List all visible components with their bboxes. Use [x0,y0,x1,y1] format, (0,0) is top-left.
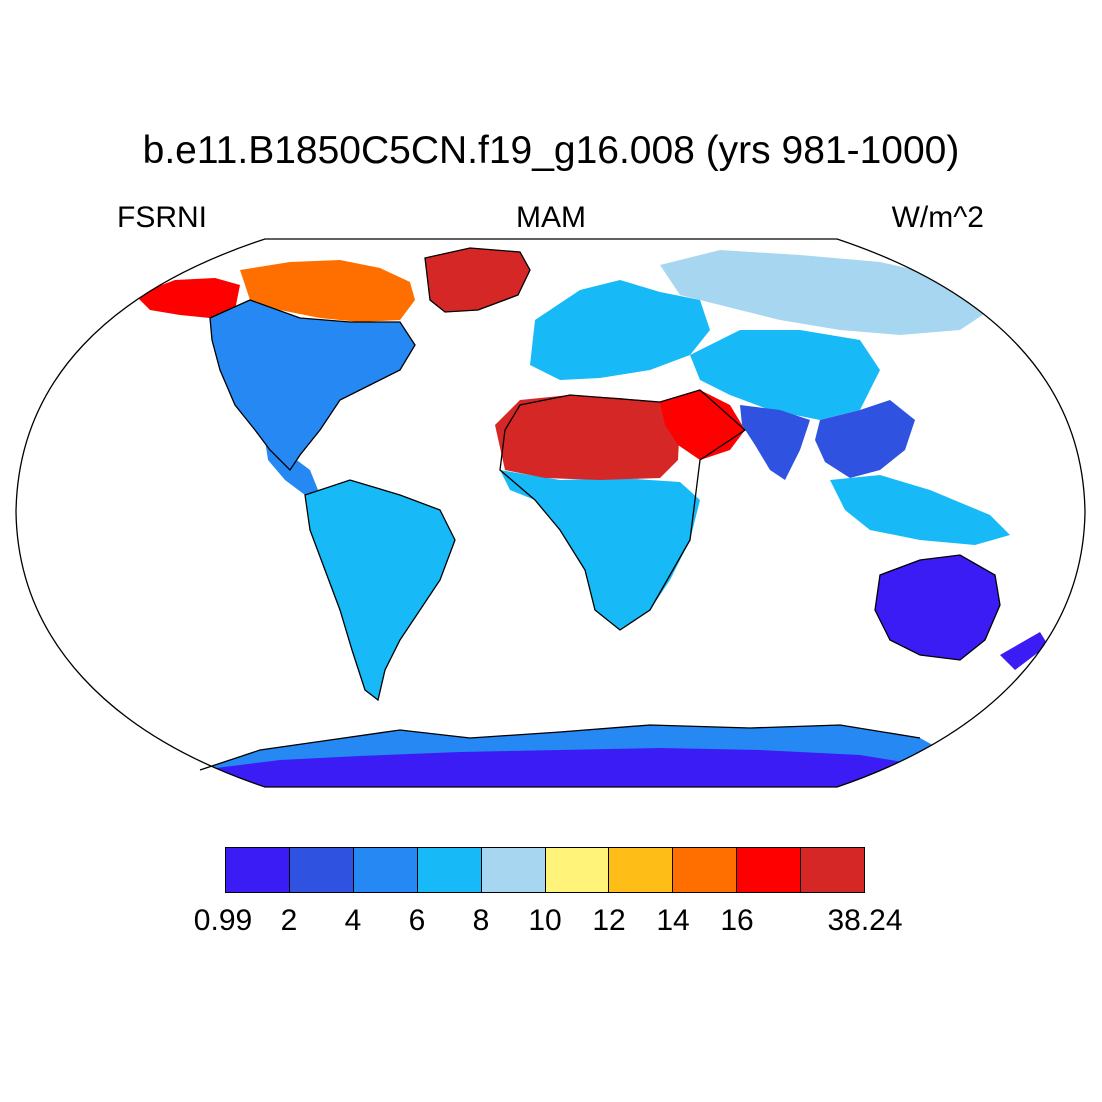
region-australia [875,555,1000,660]
region-siberia [660,250,990,335]
variable-label: FSRNI [117,201,207,234]
region-sahara [495,395,680,480]
map-field [135,248,1048,787]
colorbar-box [737,848,802,892]
region-central-africa [500,470,700,630]
colorbar-tick-label: 0.99 [193,904,253,937]
region-new-zealand [1000,632,1048,670]
region-europe [530,280,710,380]
region-china [815,400,915,478]
colorbar [225,847,865,893]
colorbar-box [545,848,610,892]
region-arabian-peninsula [660,390,745,460]
colorbar-box [481,848,546,892]
colorbar-box [673,848,738,892]
plot-title: b.e11.B1850C5CN.f19_g16.008 (yrs 981-100… [142,129,960,172]
colorbar-box [801,848,865,892]
colorbar-tick-label: 38.24 [827,904,903,937]
region-antarctica [180,748,960,787]
region-alaska [135,278,240,318]
region-central-asia [690,330,880,420]
region-north-america [210,300,415,470]
colorbar-box [289,848,354,892]
globe-outline [15,238,1086,788]
units-label: W/m^2 [891,201,984,234]
colorbar-box [417,848,482,892]
colorbar-tick-label: 14 [656,904,690,937]
region-india [740,405,810,480]
colorbar-tick-label: 10 [528,904,562,937]
colorbar-tick-label: 12 [592,904,626,937]
colorbar-tick-label: 6 [408,904,426,937]
region-greenland [425,248,530,312]
colorbar-box [609,848,674,892]
colorbar-tick-label: 8 [472,904,490,937]
region-southeast-asia [830,475,1010,545]
colorbar-box [226,848,290,892]
region-south-america [305,480,455,700]
coastlines [199,247,1001,771]
colorbar-tick-label: 4 [344,904,362,937]
region-arctic-canada [240,260,415,322]
colorbar-box [353,848,418,892]
season-label: MAM [516,201,586,234]
colorbar-tick-label: 2 [280,904,298,937]
colorbar-tick-label: 16 [720,904,754,937]
